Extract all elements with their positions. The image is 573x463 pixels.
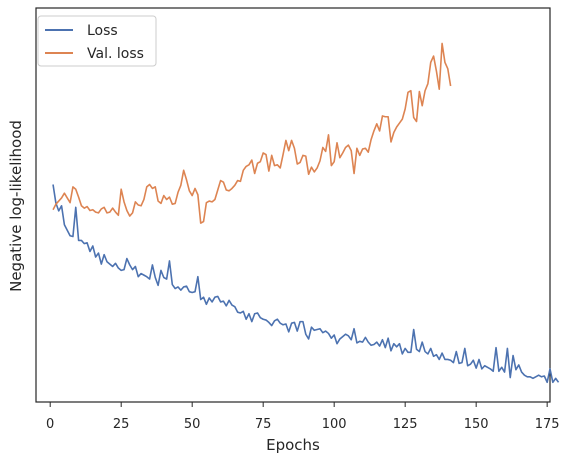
x-axis: 0 25 50 75 100 125 150 175 xyxy=(46,402,560,432)
x-tick-label: 25 xyxy=(113,417,130,432)
x-tick-label: 0 xyxy=(46,417,54,432)
x-tick-label: 50 xyxy=(184,417,201,432)
legend: Loss Val. loss xyxy=(37,15,157,67)
legend-label-loss: Loss xyxy=(87,23,118,39)
series-layer xyxy=(52,42,560,384)
x-tick-label: 100 xyxy=(322,417,347,432)
plot-area xyxy=(35,7,551,403)
series-line-loss xyxy=(52,184,560,384)
x-tick-label: 150 xyxy=(464,417,489,432)
x-tick-label: 75 xyxy=(255,417,272,432)
x-axis-label: Epochs xyxy=(266,436,320,454)
x-tick-label: 125 xyxy=(393,417,418,432)
x-tick-label: 175 xyxy=(535,417,560,432)
series-line-val-loss xyxy=(52,42,452,224)
y-axis-label: Negative log-likelihood xyxy=(7,120,25,292)
legend-label-val-loss: Val. loss xyxy=(87,46,144,62)
